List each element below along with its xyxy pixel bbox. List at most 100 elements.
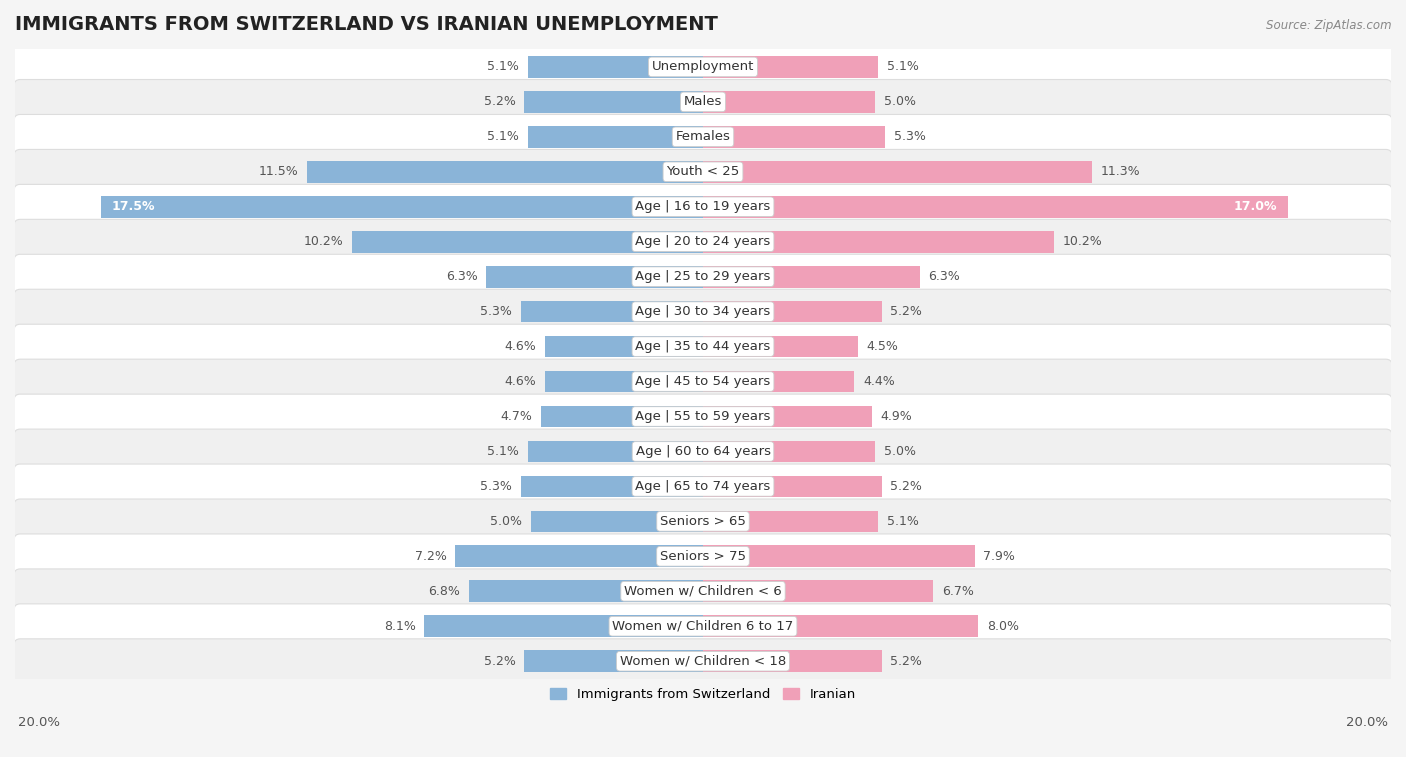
- Bar: [425, 615, 703, 637]
- Text: Females: Females: [675, 130, 731, 143]
- Text: 5.2%: 5.2%: [890, 480, 922, 493]
- Text: Males: Males: [683, 95, 723, 108]
- Text: 6.3%: 6.3%: [928, 270, 960, 283]
- Bar: [703, 196, 1288, 217]
- Text: 5.2%: 5.2%: [890, 305, 922, 318]
- Text: 11.3%: 11.3%: [1101, 165, 1140, 179]
- FancyBboxPatch shape: [14, 220, 1392, 264]
- FancyBboxPatch shape: [14, 604, 1392, 649]
- Text: 5.0%: 5.0%: [883, 95, 915, 108]
- Bar: [486, 266, 703, 288]
- FancyBboxPatch shape: [14, 534, 1392, 578]
- FancyBboxPatch shape: [14, 45, 1392, 89]
- Bar: [703, 161, 1091, 182]
- Text: 5.2%: 5.2%: [484, 95, 516, 108]
- Text: Age | 25 to 29 years: Age | 25 to 29 years: [636, 270, 770, 283]
- Text: 5.0%: 5.0%: [491, 515, 523, 528]
- Bar: [544, 336, 703, 357]
- FancyBboxPatch shape: [14, 569, 1392, 614]
- Text: 8.1%: 8.1%: [384, 620, 416, 633]
- Text: Seniors > 75: Seniors > 75: [659, 550, 747, 563]
- Text: Women w/ Children < 6: Women w/ Children < 6: [624, 585, 782, 598]
- Bar: [527, 126, 703, 148]
- Bar: [703, 336, 858, 357]
- Text: 10.2%: 10.2%: [304, 235, 343, 248]
- Text: 7.2%: 7.2%: [415, 550, 447, 563]
- Bar: [101, 196, 703, 217]
- Bar: [703, 266, 920, 288]
- FancyBboxPatch shape: [14, 639, 1392, 684]
- Text: Age | 16 to 19 years: Age | 16 to 19 years: [636, 201, 770, 213]
- Bar: [703, 56, 879, 78]
- Bar: [703, 581, 934, 602]
- FancyBboxPatch shape: [14, 324, 1392, 369]
- FancyBboxPatch shape: [14, 114, 1392, 159]
- FancyBboxPatch shape: [14, 185, 1392, 229]
- Text: 4.9%: 4.9%: [880, 410, 912, 423]
- Legend: Immigrants from Switzerland, Iranian: Immigrants from Switzerland, Iranian: [546, 683, 860, 707]
- Text: 4.6%: 4.6%: [505, 375, 536, 388]
- Text: Age | 60 to 64 years: Age | 60 to 64 years: [636, 445, 770, 458]
- FancyBboxPatch shape: [14, 289, 1392, 334]
- Text: Women w/ Children 6 to 17: Women w/ Children 6 to 17: [613, 620, 793, 633]
- Bar: [456, 546, 703, 567]
- Bar: [703, 546, 974, 567]
- FancyBboxPatch shape: [14, 499, 1392, 544]
- Text: 5.1%: 5.1%: [486, 61, 519, 73]
- Text: 17.5%: 17.5%: [111, 201, 155, 213]
- Text: 6.7%: 6.7%: [942, 585, 974, 598]
- Text: Age | 45 to 54 years: Age | 45 to 54 years: [636, 375, 770, 388]
- Bar: [703, 126, 886, 148]
- Bar: [527, 56, 703, 78]
- Bar: [524, 650, 703, 672]
- Bar: [703, 371, 855, 392]
- Text: 5.2%: 5.2%: [890, 655, 922, 668]
- Text: 5.1%: 5.1%: [486, 445, 519, 458]
- Text: 8.0%: 8.0%: [987, 620, 1019, 633]
- Text: 5.1%: 5.1%: [887, 515, 920, 528]
- Bar: [703, 441, 875, 463]
- Bar: [520, 475, 703, 497]
- Text: 6.8%: 6.8%: [429, 585, 461, 598]
- FancyBboxPatch shape: [14, 254, 1392, 299]
- Bar: [470, 581, 703, 602]
- FancyBboxPatch shape: [14, 394, 1392, 439]
- Bar: [703, 91, 875, 113]
- Text: 5.2%: 5.2%: [484, 655, 516, 668]
- Text: 10.2%: 10.2%: [1063, 235, 1102, 248]
- Bar: [703, 301, 882, 322]
- Text: Women w/ Children < 18: Women w/ Children < 18: [620, 655, 786, 668]
- Bar: [703, 650, 882, 672]
- Bar: [703, 475, 882, 497]
- Bar: [527, 441, 703, 463]
- Bar: [703, 231, 1054, 253]
- Text: Source: ZipAtlas.com: Source: ZipAtlas.com: [1267, 19, 1392, 32]
- FancyBboxPatch shape: [14, 359, 1392, 404]
- Text: 5.3%: 5.3%: [481, 480, 512, 493]
- Text: 17.0%: 17.0%: [1234, 201, 1278, 213]
- Bar: [531, 510, 703, 532]
- Bar: [308, 161, 703, 182]
- Bar: [352, 231, 703, 253]
- Text: 4.6%: 4.6%: [505, 340, 536, 353]
- Text: 5.0%: 5.0%: [883, 445, 915, 458]
- Text: Age | 65 to 74 years: Age | 65 to 74 years: [636, 480, 770, 493]
- FancyBboxPatch shape: [14, 149, 1392, 195]
- FancyBboxPatch shape: [14, 79, 1392, 124]
- Text: 5.3%: 5.3%: [894, 130, 925, 143]
- Text: Age | 55 to 59 years: Age | 55 to 59 years: [636, 410, 770, 423]
- Text: Age | 35 to 44 years: Age | 35 to 44 years: [636, 340, 770, 353]
- Bar: [703, 406, 872, 428]
- Text: Unemployment: Unemployment: [652, 61, 754, 73]
- Text: Age | 30 to 34 years: Age | 30 to 34 years: [636, 305, 770, 318]
- Text: 7.9%: 7.9%: [983, 550, 1015, 563]
- Text: 5.1%: 5.1%: [486, 130, 519, 143]
- Bar: [541, 406, 703, 428]
- Text: 4.7%: 4.7%: [501, 410, 533, 423]
- Text: IMMIGRANTS FROM SWITZERLAND VS IRANIAN UNEMPLOYMENT: IMMIGRANTS FROM SWITZERLAND VS IRANIAN U…: [15, 15, 718, 34]
- Text: 4.5%: 4.5%: [866, 340, 898, 353]
- Text: 20.0%: 20.0%: [18, 716, 60, 730]
- Bar: [520, 301, 703, 322]
- Text: 5.3%: 5.3%: [481, 305, 512, 318]
- Bar: [703, 615, 979, 637]
